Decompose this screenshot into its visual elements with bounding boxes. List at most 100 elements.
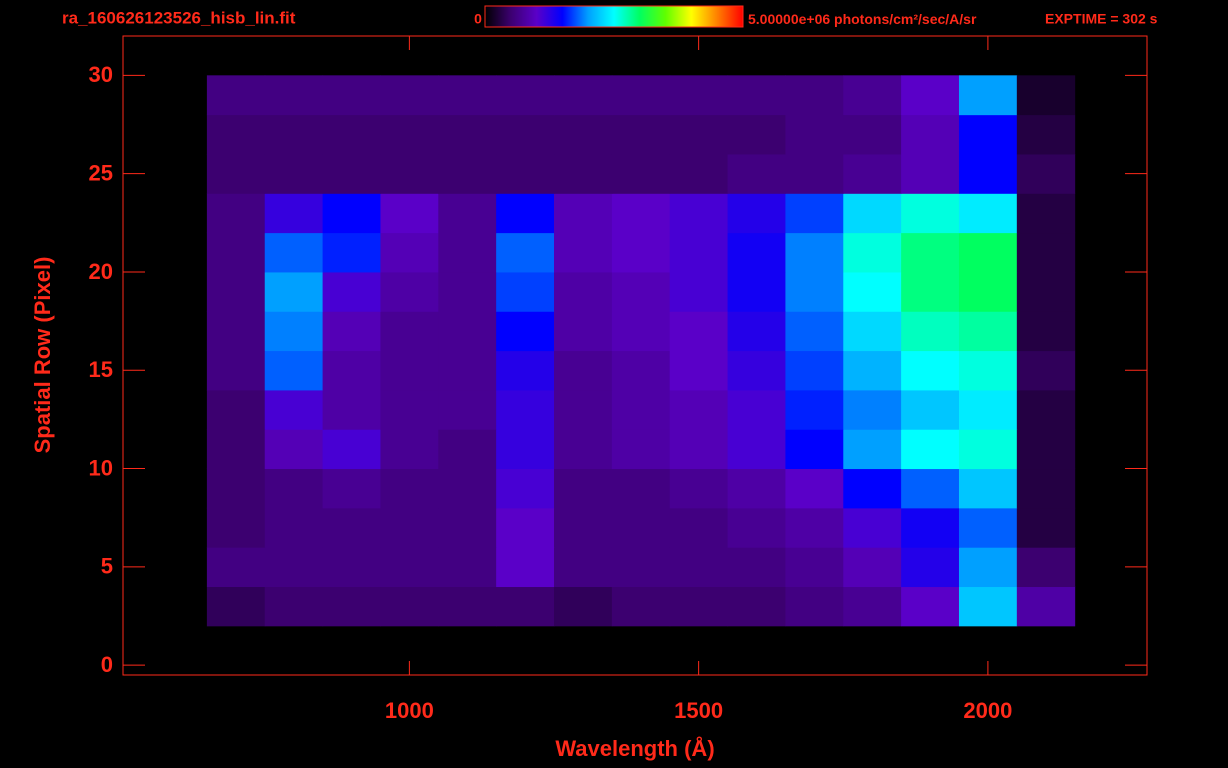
heatmap-cell xyxy=(264,547,324,588)
heatmap-cell xyxy=(901,429,960,470)
heatmap-cell xyxy=(438,547,497,588)
heatmap-cell xyxy=(843,468,902,509)
heatmap-cell xyxy=(958,153,1018,194)
heatmap-cell xyxy=(554,468,613,509)
heatmap-cell xyxy=(438,468,497,509)
heatmap-cell xyxy=(843,429,902,470)
heatmap-cell xyxy=(554,114,613,155)
heatmap xyxy=(206,75,1076,627)
heatmap-cell xyxy=(1016,468,1076,509)
heatmap-cell xyxy=(727,114,786,155)
heatmap-cell xyxy=(843,350,902,391)
heatmap-cell xyxy=(554,75,613,116)
heatmap-cell xyxy=(958,311,1018,352)
heatmap-cell xyxy=(554,586,613,627)
heatmap-cell xyxy=(958,429,1018,470)
heatmap-cell xyxy=(901,311,960,352)
heatmap-cell xyxy=(611,311,671,352)
heatmap-cell xyxy=(264,429,324,470)
heatmap-cell xyxy=(264,153,324,194)
heatmap-cell xyxy=(669,547,729,588)
heatmap-cell xyxy=(843,75,902,116)
heatmap-cell xyxy=(322,232,381,273)
heatmap-cell xyxy=(901,350,960,391)
heatmap-cell xyxy=(958,75,1018,116)
heatmap-cell xyxy=(843,389,902,430)
heatmap-cell xyxy=(669,114,729,155)
heatmap-cell xyxy=(727,468,786,509)
y-tick-label: 20 xyxy=(89,259,113,284)
heatmap-cell xyxy=(380,114,439,155)
heatmap-cell xyxy=(669,586,729,627)
heatmap-cell xyxy=(901,507,960,548)
heatmap-cell xyxy=(206,429,266,470)
heatmap-cell xyxy=(438,153,497,194)
heatmap-cell xyxy=(727,75,786,116)
heatmap-cell xyxy=(669,75,729,116)
heatmap-cell xyxy=(843,507,902,548)
heatmap-cell xyxy=(1016,232,1076,273)
heatmap-cell xyxy=(901,153,960,194)
heatmap-cell xyxy=(554,507,613,548)
heatmap-cell xyxy=(380,153,439,194)
heatmap-cell xyxy=(496,232,555,273)
heatmap-cell xyxy=(611,153,671,194)
heatmap-cell xyxy=(322,468,381,509)
heatmap-cell xyxy=(958,271,1018,312)
heatmap-cell xyxy=(264,75,324,116)
heatmap-cell xyxy=(206,232,266,273)
heatmap-cell xyxy=(785,507,844,548)
heatmap-cell xyxy=(901,75,960,116)
heatmap-cell xyxy=(785,232,844,273)
heatmap-cell xyxy=(496,547,555,588)
heatmap-cell xyxy=(785,429,844,470)
heatmap-cell xyxy=(1016,507,1076,548)
x-axis-title: Wavelength (Å) xyxy=(555,735,714,761)
heatmap-cell xyxy=(843,547,902,588)
heatmap-cell xyxy=(264,586,324,627)
heatmap-cell xyxy=(1016,114,1076,155)
colorbar-max-value: 5.00000e+06 xyxy=(748,11,830,27)
heatmap-cell xyxy=(785,114,844,155)
heatmap-cell xyxy=(669,271,729,312)
heatmap-cell xyxy=(727,311,786,352)
heatmap-cell xyxy=(380,507,439,548)
heatmap-cell xyxy=(785,547,844,588)
heatmap-cell xyxy=(438,232,497,273)
heatmap-cell xyxy=(322,153,381,194)
heatmap-cell xyxy=(438,271,497,312)
heatmap-cell xyxy=(611,350,671,391)
heatmap-cell xyxy=(785,468,844,509)
heatmap-cell xyxy=(554,389,613,430)
heatmap-cell xyxy=(206,193,266,234)
heatmap-cell xyxy=(322,350,381,391)
heatmap-cell xyxy=(958,586,1018,627)
heatmap-cell xyxy=(611,389,671,430)
heatmap-cell xyxy=(843,193,902,234)
heatmap-cell xyxy=(669,429,729,470)
x-tick-label: 2000 xyxy=(963,698,1012,723)
heatmap-cell xyxy=(785,271,844,312)
heatmap-cell xyxy=(785,153,844,194)
heatmap-cell xyxy=(322,311,381,352)
y-tick-label: 0 xyxy=(101,652,113,677)
heatmap-cell xyxy=(958,468,1018,509)
heatmap-cell xyxy=(611,193,671,234)
heatmap-cell xyxy=(264,114,324,155)
heatmap-cell xyxy=(843,271,902,312)
heatmap-cell xyxy=(438,75,497,116)
heatmap-cell xyxy=(785,389,844,430)
heatmap-cell xyxy=(958,389,1018,430)
heatmap-cell xyxy=(727,429,786,470)
heatmap-cell xyxy=(669,468,729,509)
heatmap-cell xyxy=(554,193,613,234)
heatmap-cell xyxy=(322,271,381,312)
heatmap-cell xyxy=(958,114,1018,155)
heatmap-cell xyxy=(264,507,324,548)
heatmap-cell xyxy=(206,75,266,116)
heatmap-cell xyxy=(322,429,381,470)
heatmap-cell xyxy=(380,429,439,470)
heatmap-cell xyxy=(611,468,671,509)
heatmap-cell xyxy=(843,232,902,273)
axes: 1000 1500 2000 0 5 10 15 20 25 30 xyxy=(89,35,1148,723)
